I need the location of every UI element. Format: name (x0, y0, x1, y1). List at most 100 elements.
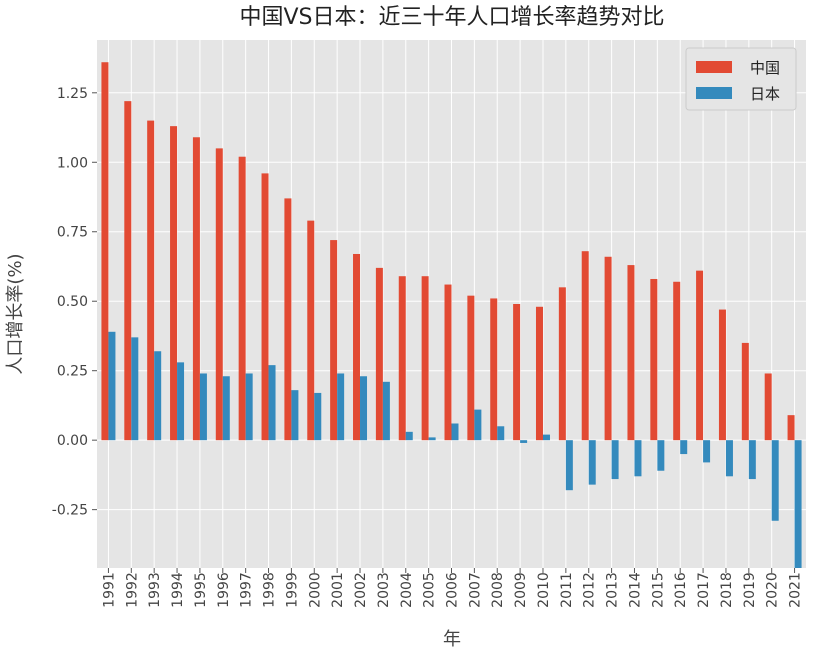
x-tick-label: 2013 (605, 572, 621, 608)
x-tick-label: 2016 (673, 572, 689, 608)
y-tick-label: -0.25 (52, 503, 88, 519)
bar-japan-1998 (268, 365, 276, 441)
x-tick-label: 1996 (216, 572, 232, 608)
bar-china-2004 (398, 276, 406, 441)
bar-japan-2010 (542, 434, 550, 441)
chart-title: 中国VS日本：近三十年人口增长率趋势对比 (239, 5, 664, 30)
bar-japan-2004 (405, 431, 413, 441)
bar-china-2017 (696, 270, 704, 441)
y-axis-label: 人口增长率(%) (5, 253, 26, 374)
bar-japan-2015 (657, 440, 665, 471)
x-axis-ticks: 1991 1992 1993 1994 1995 1996 1997 1998 1999 2000… (101, 568, 804, 608)
bar-china-1994 (170, 126, 178, 441)
bar-china-2006 (444, 284, 452, 441)
bar-china-2001 (330, 240, 338, 441)
bars (101, 62, 802, 568)
bar-japan-2002 (360, 376, 368, 441)
bar-japan-1996 (222, 376, 230, 441)
bar-china-2014 (627, 265, 635, 441)
bar-china-1993 (147, 120, 155, 441)
x-tick-label: 2005 (422, 572, 438, 608)
bar-japan-2016 (680, 440, 688, 455)
x-tick-label: 1995 (193, 572, 209, 608)
bar-china-2016 (673, 281, 681, 441)
x-tick-label: 2014 (627, 572, 643, 608)
bar-china-2005 (421, 276, 429, 441)
bar-japan-2007 (474, 409, 482, 441)
legend-swatch-japan (696, 87, 732, 99)
bar-china-2002 (353, 253, 361, 441)
x-tick-label: 1994 (170, 572, 186, 608)
x-tick-label: 2021 (788, 572, 804, 608)
x-tick-label: 1998 (262, 572, 278, 608)
legend-label-japan: 日本 (750, 85, 780, 103)
bar-japan-2008 (497, 426, 505, 441)
bar-japan-2006 (451, 423, 459, 441)
bar-japan-1993 (154, 351, 162, 441)
x-tick-label: 2010 (536, 572, 552, 608)
bar-japan-2000 (314, 392, 322, 441)
bar-japan-2017 (703, 440, 711, 463)
bar-japan-2019 (748, 440, 756, 480)
x-tick-label: 2015 (650, 572, 666, 608)
bar-china-1997 (238, 156, 246, 441)
bar-china-1991 (101, 62, 109, 441)
bar-japan-2012 (588, 440, 596, 485)
x-tick-label: 2000 (307, 572, 323, 608)
bar-china-2008 (490, 298, 498, 441)
bar-japan-2018 (725, 440, 733, 477)
x-tick-label: 2018 (719, 572, 735, 608)
x-tick-label: 2019 (742, 572, 758, 608)
x-tick-label: 2008 (490, 572, 506, 608)
bar-china-1995 (192, 137, 200, 441)
bar-china-1998 (261, 173, 269, 441)
bar-china-2000 (307, 220, 315, 441)
bar-japan-2005 (428, 437, 436, 441)
x-tick-label: 1999 (284, 572, 300, 608)
x-tick-label: 2002 (353, 572, 369, 608)
bar-china-2011 (558, 287, 566, 441)
bar-china-1999 (284, 198, 292, 441)
bar-japan-1992 (131, 337, 139, 441)
y-tick-label: 0.50 (57, 294, 88, 310)
bar-china-1992 (124, 101, 132, 441)
bar-japan-2009 (520, 440, 528, 443)
legend-label-china: 中国 (750, 59, 780, 77)
y-tick-label: 0.75 (57, 225, 88, 241)
bar-japan-2003 (382, 381, 390, 441)
bar-china-2015 (650, 278, 658, 441)
y-tick-label: 1.00 (57, 155, 88, 171)
bar-china-2007 (467, 295, 475, 441)
x-tick-label: 2006 (445, 572, 461, 608)
bar-japan-1999 (291, 390, 299, 441)
x-tick-label: 2011 (559, 572, 575, 608)
bar-china-2018 (718, 309, 726, 441)
x-tick-label: 2009 (513, 572, 529, 608)
x-tick-label: 2017 (696, 572, 712, 608)
bar-japan-2011 (565, 440, 573, 491)
bar-china-2021 (787, 415, 795, 441)
x-tick-label: 2012 (582, 572, 598, 608)
x-tick-label: 1997 (239, 572, 255, 608)
bar-japan-1995 (199, 373, 207, 441)
bar-japan-2020 (771, 440, 779, 521)
bar-china-2012 (581, 251, 589, 441)
bar-japan-1991 (108, 331, 116, 441)
bar-china-2010 (535, 306, 543, 441)
x-tick-label: 2001 (330, 572, 346, 608)
bar-china-1996 (215, 148, 223, 441)
y-tick-label: 0.00 (57, 433, 88, 449)
bar-japan-2013 (611, 440, 619, 480)
bar-japan-2021 (794, 440, 802, 568)
y-tick-label: 1.25 (57, 86, 88, 102)
x-tick-label: 1993 (147, 572, 163, 608)
y-axis-ticks: -0.25 0.00 0.25 0.50 0.75 1.00 1.25 (52, 86, 97, 519)
x-tick-label: 2003 (376, 572, 392, 608)
bar-japan-2001 (337, 373, 345, 441)
x-tick-label: 2020 (765, 572, 781, 608)
x-tick-label: 1992 (124, 572, 140, 608)
y-tick-label: 0.25 (57, 364, 88, 380)
x-tick-label: 1991 (101, 572, 117, 608)
bar-china-2020 (764, 373, 772, 441)
